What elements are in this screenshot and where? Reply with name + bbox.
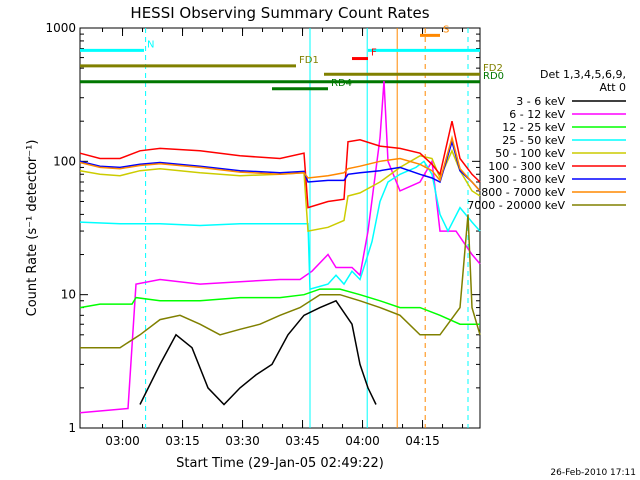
state-bar-label: S (443, 24, 449, 35)
legend-label: 800 - 7000 keV (481, 186, 565, 199)
series-line (79, 81, 481, 414)
x-tick-label: 03:15 (165, 434, 200, 448)
plot-frame (79, 27, 481, 429)
state-bar-label: FD2 (483, 63, 503, 74)
series-line (139, 299, 377, 406)
legend-label: 7000 - 20000 keV (467, 199, 565, 212)
x-tick-label: 04:15 (405, 434, 440, 448)
legend-label: 100 - 300 keV (488, 160, 565, 173)
y-tick-label: 1000 (45, 21, 76, 35)
state-bar-label: FD1 (299, 55, 319, 66)
x-tick-label: 03:30 (225, 434, 260, 448)
series-line (79, 288, 480, 325)
plot-timestamp: 26-Feb-2010 17:11 (550, 468, 636, 478)
chart-title: HESSI Observing Summary Count Rates (130, 4, 429, 22)
legend-header-line-2: Att 0 (600, 81, 626, 94)
series-line (79, 139, 481, 192)
y-tick-label: 10 (61, 288, 76, 302)
y-tick-label: 100 (53, 154, 76, 168)
legend-label: 12 - 25 keV (502, 121, 565, 134)
legend-label: 25 - 50 keV (502, 134, 565, 147)
series-line (80, 214, 481, 349)
legend-label: 300 - 800 keV (488, 173, 565, 186)
state-bar-label: RD0 (483, 71, 504, 82)
series-line (79, 121, 481, 209)
state-bar-label: N (147, 39, 154, 50)
y-axis-label: Count Rate (s⁻¹ detector⁻¹) (25, 140, 40, 317)
state-bar-label: RD4 (331, 78, 352, 89)
legend-label: 3 - 6 keV (516, 95, 565, 108)
x-axis-label: Start Time (29-Jan-05 02:49:22) (176, 456, 384, 471)
x-tick-label: 03:45 (285, 434, 320, 448)
x-tick-label: 03:00 (105, 434, 140, 448)
legend-header-line-1: Det 1,3,4,5,6,9, (540, 68, 626, 81)
series-line (79, 160, 481, 291)
y-tick-label: 1 (68, 421, 76, 435)
series-line (79, 148, 481, 232)
x-tick-label: 04:00 (345, 434, 380, 448)
state-bar-label: F (371, 48, 377, 59)
legend-label: 6 - 12 keV (509, 108, 565, 121)
legend-label: 50 - 100 keV (495, 147, 565, 160)
series-line (79, 135, 481, 192)
